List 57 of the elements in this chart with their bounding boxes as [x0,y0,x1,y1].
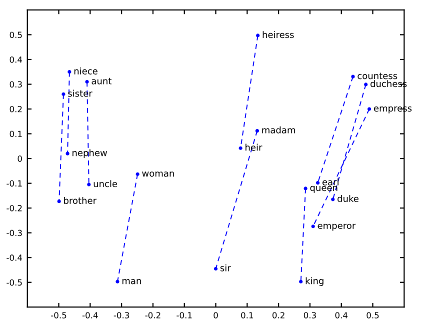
point [256,34,260,38]
point [351,74,355,78]
point [57,200,61,204]
x-tick-label: 0.2 [272,312,284,318]
x-tick-label: -0.3 [114,312,130,318]
annotation: uncle [94,180,118,188]
point [66,152,70,156]
y-tick-label: 0.3 [10,81,22,88]
annotation: emperor [318,224,356,231]
y-tick-label: 0.1 [10,130,22,138]
annotation: aunt [92,78,112,84]
annotation: madam [262,126,295,134]
point [238,146,242,150]
y-tick-label: -0.3 [6,230,22,236]
point [136,172,140,176]
x-tick-label: 0.5 [366,312,379,318]
point [316,180,320,185]
annotation: sir [220,264,231,272]
point [304,186,308,190]
y-tick-label: -0.5 [6,279,22,286]
annotation: countess [358,72,398,80]
point [85,80,89,84]
annotation: woman [142,172,174,177]
point [364,82,368,86]
annotation: heiress [262,31,294,38]
annotation: king [306,277,324,286]
x-tick-label: 0.1 [241,312,254,318]
x-tick-label: 0 [214,312,218,318]
x-tick-label: -0.1 [176,312,192,318]
y-tick-label: 0.4 [10,56,22,63]
annotation: man [122,279,141,284]
annotation: heir [246,144,262,151]
y-tick-label: -0.2 [6,205,22,212]
x-tick-label: -0.2 [145,312,160,318]
point [87,182,91,186]
annotation: niece [74,67,98,74]
y-tick-label: 0.5 [10,32,22,38]
point [214,266,218,271]
y-tick-label: 0 [18,156,22,162]
x-tick-label: 0.3 [304,312,316,318]
point [368,107,372,111]
y-tick-label: -0.1 [6,180,22,187]
point [255,128,260,133]
point [116,280,120,284]
y-tick-label: 0.2 [10,106,22,112]
annotation: nephew [72,149,108,158]
point [311,224,315,228]
point [68,70,72,74]
x-tick-label: -0.4 [82,312,98,318]
point [331,198,335,202]
point [62,92,66,96]
annotation: brother [64,197,97,204]
y-tick-label: -0.4 [6,254,22,261]
x-tick-label: -0.5 [51,312,66,318]
x-tick-label: 0.4 [335,312,348,318]
point [299,280,303,284]
annotation: duke [338,195,358,202]
